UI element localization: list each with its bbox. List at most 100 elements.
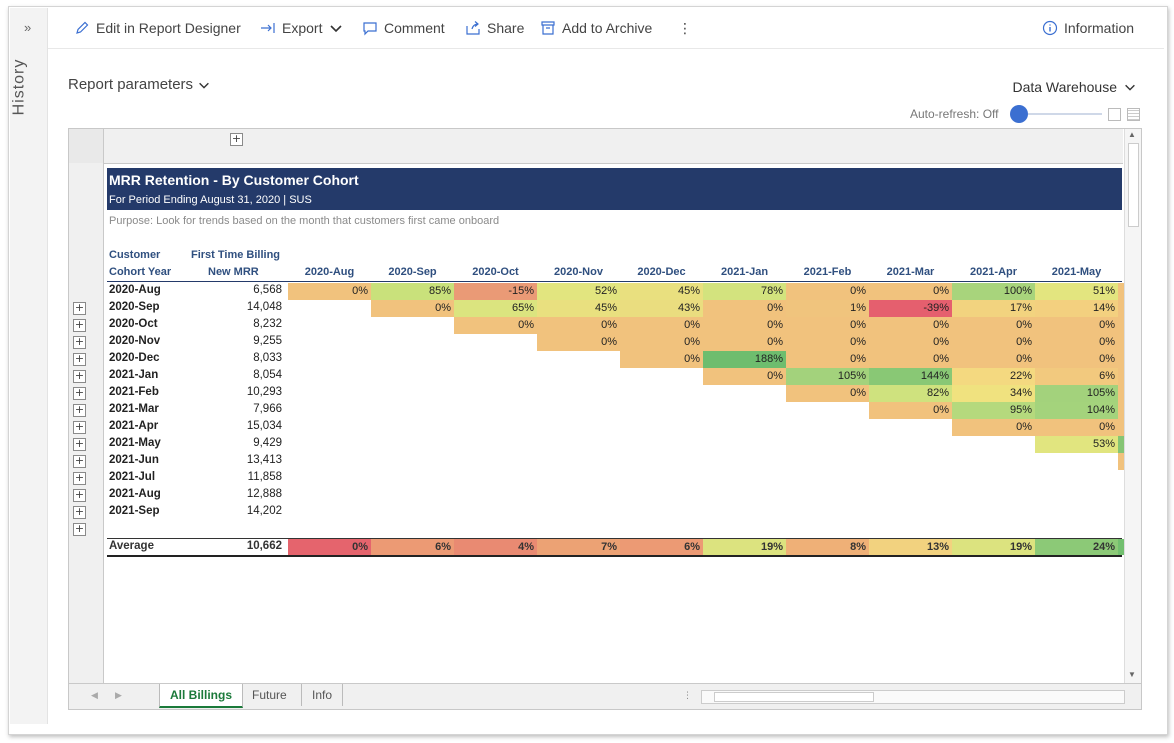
- expand-row-button[interactable]: +: [73, 420, 86, 434]
- retention-cell: 105%: [1035, 385, 1118, 402]
- horizontal-scrollbar[interactable]: [701, 690, 1125, 704]
- comment-button[interactable]: Comment: [362, 20, 445, 36]
- retention-cell: 0%: [1035, 419, 1118, 436]
- retention-cell: 51%: [1035, 283, 1118, 300]
- expand-row-button[interactable]: +: [73, 386, 86, 400]
- share-label: Share: [487, 20, 525, 36]
- month-header: 2021-Jan: [720, 266, 769, 278]
- report-purpose: Purpose: Look for trends based on the mo…: [109, 215, 500, 227]
- cohort-label: 2020-Sep: [109, 301, 160, 313]
- expand-row-button[interactable]: +: [73, 403, 86, 417]
- cohort-label: 2021-Jun: [109, 454, 159, 466]
- add-to-archive-button[interactable]: Add to Archive: [540, 20, 652, 36]
- chevron-down-icon: [1125, 84, 1135, 91]
- month-header: 2021-May: [1051, 266, 1102, 278]
- comment-label: Comment: [384, 20, 445, 36]
- tab-next-icon[interactable]: ▶: [115, 690, 122, 700]
- expand-row-button[interactable]: +: [73, 488, 86, 502]
- retention-cell: 0%: [703, 368, 786, 385]
- retention-cell: 85%: [371, 283, 454, 300]
- cohort-label: 2020-Dec: [109, 352, 160, 364]
- retention-cell: 0%: [952, 351, 1035, 368]
- export-icon: [261, 23, 275, 33]
- tab-splitter-icon[interactable]: ⋮: [683, 690, 692, 700]
- export-button[interactable]: Export: [260, 20, 344, 36]
- expand-row-button[interactable]: +: [73, 454, 86, 468]
- pencil-icon: [76, 21, 89, 34]
- retention-cell: 17%: [952, 300, 1035, 317]
- share-button[interactable]: Share: [465, 20, 524, 36]
- cohort-label: 2021-Jul: [109, 471, 156, 483]
- scroll-up-arrow[interactable]: ▲: [1128, 130, 1136, 139]
- overflow-cell-edge: [1118, 539, 1125, 555]
- cohort-label: 2021-Jan: [109, 369, 159, 381]
- retention-cell: 0%: [703, 300, 786, 317]
- average-mrr: 10,662: [246, 540, 282, 552]
- auto-refresh-toggle[interactable]: [1010, 105, 1102, 123]
- info-icon: [1042, 20, 1058, 36]
- average-rule-top: [107, 538, 1122, 539]
- retention-cell: 0%: [869, 334, 952, 351]
- retention-cell: 105%: [786, 368, 869, 385]
- report-subtitle: For Period Ending August 31, 2020 | SUS: [109, 194, 312, 206]
- col-header-mrr-2: New MRR: [208, 266, 259, 278]
- average-cell: 4%: [454, 539, 537, 555]
- retention-cell: 188%: [703, 351, 786, 368]
- expand-row-button[interactable]: +: [73, 505, 86, 519]
- expand-rail-button[interactable]: »: [24, 20, 32, 35]
- retention-cell: -39%: [869, 300, 952, 317]
- expand-row-button[interactable]: +: [73, 301, 86, 315]
- tab-all-billings[interactable]: All Billings: [159, 684, 244, 708]
- expand-row-button[interactable]: +: [73, 369, 86, 383]
- expand-row-button[interactable]: +: [73, 318, 86, 332]
- grid-view-icon[interactable]: [1127, 108, 1140, 121]
- expand-row-button[interactable]: +: [73, 437, 86, 451]
- retention-cell: 0%: [786, 334, 869, 351]
- more-icon: ⋮: [678, 20, 692, 36]
- information-button[interactable]: Information: [1042, 20, 1134, 36]
- history-panel-toggle[interactable]: History: [10, 58, 43, 128]
- cohort-label: 2020-Nov: [109, 335, 161, 347]
- column-group-bar: [69, 129, 1123, 164]
- retention-cell: 0%: [703, 317, 786, 334]
- cohort-mrr: 6,568: [253, 284, 282, 296]
- cohort-mrr: 9,429: [253, 437, 282, 449]
- retention-cell: 0%: [537, 317, 620, 334]
- col-header-mrr-1: First Time Billing: [191, 249, 281, 261]
- retention-cell: 0%: [1035, 317, 1118, 334]
- cohort-mrr: 12,888: [246, 488, 282, 500]
- retention-cell: 0%: [786, 317, 869, 334]
- cohort-mrr: 15,034: [246, 420, 282, 432]
- tab-future[interactable]: Future: [252, 688, 287, 702]
- retention-cell: 34%: [952, 385, 1035, 402]
- overflow-cell-edge: [1118, 317, 1125, 334]
- retention-cell: 45%: [537, 300, 620, 317]
- sheet-tabs: ◀ ▶ All Billings Future Info ⋮: [69, 683, 1141, 709]
- expand-column-group-button[interactable]: +: [230, 132, 243, 146]
- average-cell: 19%: [952, 539, 1035, 555]
- edit-in-designer-button[interactable]: Edit in Report Designer: [74, 20, 241, 36]
- more-options-button[interactable]: ⋮: [678, 20, 692, 37]
- datasource-dropdown[interactable]: Data Warehouse: [1012, 79, 1137, 95]
- retention-cell: 0%: [952, 317, 1035, 334]
- horizontal-scroll-thumb[interactable]: [714, 692, 874, 702]
- vertical-scrollbar[interactable]: ▲ ▼: [1124, 129, 1141, 683]
- retention-cell: 95%: [952, 402, 1035, 419]
- tab-prev-icon[interactable]: ◀: [91, 690, 98, 700]
- cohort-label: 2021-Sep: [109, 505, 160, 517]
- cohort-label: 2020-Oct: [109, 318, 158, 330]
- expand-row-button[interactable]: +: [73, 522, 86, 536]
- cohort-label: 2020-Aug: [109, 284, 161, 296]
- comment-icon: [363, 22, 377, 36]
- retention-cell: 45%: [620, 283, 703, 300]
- popout-icon[interactable]: [1108, 108, 1121, 121]
- expand-row-button[interactable]: +: [73, 352, 86, 366]
- tab-info[interactable]: Info: [301, 684, 344, 706]
- report-parameters-toggle[interactable]: Report parameters: [68, 76, 211, 93]
- expand-row-button[interactable]: +: [73, 471, 86, 485]
- cohort-mrr: 14,202: [246, 505, 282, 517]
- expand-row-button[interactable]: +: [73, 335, 86, 349]
- vertical-scroll-thumb[interactable]: [1128, 143, 1139, 227]
- scroll-down-arrow[interactable]: ▼: [1128, 670, 1136, 679]
- retention-cell: 78%: [703, 283, 786, 300]
